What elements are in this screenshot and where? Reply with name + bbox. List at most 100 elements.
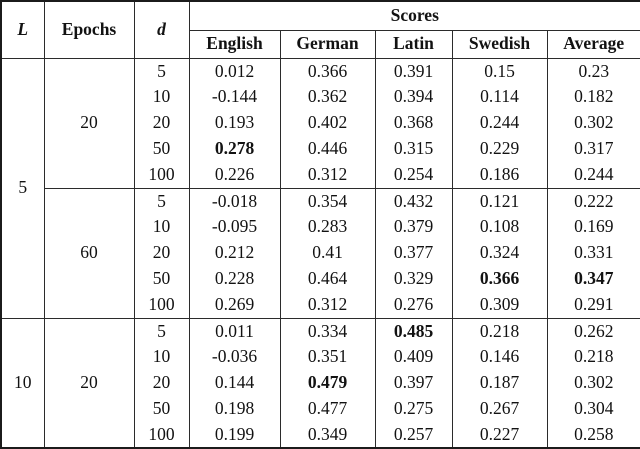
score-cell: 0.354	[279, 188, 375, 214]
d-cell: 5	[133, 188, 189, 214]
header-lang-latin: Latin	[374, 30, 452, 59]
l-cell: 10	[1, 318, 44, 449]
table-row: 20 0.144 0.479 0.397 0.187 0.302	[1, 370, 640, 396]
score-cell: 0.312	[279, 162, 375, 189]
table-row: 20 0.212 0.41 0.377 0.324 0.331	[1, 240, 640, 266]
score-cell: 0.334	[279, 318, 375, 344]
table-row: 50 0.228 0.464 0.329 0.366 0.347	[1, 266, 640, 292]
d-cell: 20	[133, 110, 189, 136]
score-cell: 0.121	[451, 188, 547, 214]
score-cell: 0.397	[374, 370, 452, 396]
d-cell: 10	[133, 344, 189, 370]
score-cell: 0.269	[188, 292, 280, 319]
table-row: 5 20 5 0.012 0.366 0.391 0.15 0.23	[1, 58, 640, 319]
score-cell: 0.262	[546, 318, 640, 344]
score-cell: 0.349	[279, 422, 375, 449]
score-cell: 0.317	[546, 136, 640, 162]
header-lang-english: English	[188, 30, 280, 59]
score-cell: 0.302	[546, 370, 640, 396]
header-lang-german: German	[279, 30, 375, 59]
score-cell: 0.432	[374, 188, 452, 214]
score-cell: 0.446	[279, 136, 375, 162]
score-cell: 0.244	[451, 110, 547, 136]
table-row: 10 20 5 0.011 0.334 0.485 0.218 0.262	[1, 318, 640, 449]
score-cell: 0.366	[451, 266, 547, 292]
d-cell: 10	[133, 214, 189, 240]
score-cell: 0.15	[451, 58, 547, 84]
d-cell: 5	[133, 318, 189, 344]
d-cell: 50	[133, 136, 189, 162]
score-cell: 0.226	[188, 162, 280, 189]
table-row: 10 -0.036 0.351 0.409 0.146 0.218	[1, 344, 640, 370]
d-cell: 50	[133, 396, 189, 422]
d-cell: 100	[133, 292, 189, 319]
score-cell: 0.267	[451, 396, 547, 422]
score-cell: -0.036	[188, 344, 280, 370]
score-cell: 0.258	[546, 422, 640, 449]
score-cell: -0.095	[188, 214, 280, 240]
header-scores: Scores	[188, 1, 640, 31]
d-cell: 100	[133, 422, 189, 449]
score-cell: 0.011	[188, 318, 280, 344]
score-cell: 0.477	[279, 396, 375, 422]
table-row: 10 -0.144 0.362 0.394 0.114 0.182	[1, 84, 640, 110]
epochs-cell: 20	[43, 318, 134, 449]
score-cell: 0.366	[279, 58, 375, 84]
table-row: 60 5 -0.018 0.354 0.432 0.121 0.222	[1, 188, 640, 319]
score-cell: 0.144	[188, 370, 280, 396]
score-cell: 0.347	[546, 266, 640, 292]
l-cell: 5	[1, 58, 44, 319]
score-cell: 0.218	[546, 344, 640, 370]
score-cell: -0.144	[188, 84, 280, 110]
table-row: 100 0.226 0.312 0.254 0.186 0.244	[1, 162, 640, 189]
score-cell: 0.275	[374, 396, 452, 422]
score-cell: 0.186	[451, 162, 547, 189]
score-cell: 0.146	[451, 344, 547, 370]
score-cell: 0.402	[279, 110, 375, 136]
d-cell: 5	[133, 58, 189, 84]
table-row: 20 0.193 0.402 0.368 0.244 0.302	[1, 110, 640, 136]
score-cell: 0.257	[374, 422, 452, 449]
score-cell: 0.409	[374, 344, 452, 370]
epochs-cell: 20	[43, 58, 134, 189]
score-cell: 0.312	[279, 292, 375, 319]
score-cell: 0.283	[279, 214, 375, 240]
score-cell: 0.394	[374, 84, 452, 110]
d-cell: 10	[133, 84, 189, 110]
score-cell: 0.212	[188, 240, 280, 266]
score-cell: 0.329	[374, 266, 452, 292]
score-cell: 0.254	[374, 162, 452, 189]
score-cell: 0.362	[279, 84, 375, 110]
score-cell: 0.41	[279, 240, 375, 266]
table-row: 50 0.198 0.477 0.275 0.267 0.304	[1, 396, 640, 422]
table-body: 5 20 5 0.012 0.366 0.391 0.15 0.23 10 -0.144 0.362…	[1, 58, 640, 449]
score-cell: 0.198	[188, 396, 280, 422]
score-cell: 0.304	[546, 396, 640, 422]
d-cell: 50	[133, 266, 189, 292]
score-cell: 0.114	[451, 84, 547, 110]
score-cell: 0.377	[374, 240, 452, 266]
score-cell: 0.276	[374, 292, 452, 319]
score-cell: 0.187	[451, 370, 547, 396]
score-cell: 0.368	[374, 110, 452, 136]
score-cell: 0.108	[451, 214, 547, 240]
score-cell: 0.309	[451, 292, 547, 319]
score-cell: 0.351	[279, 344, 375, 370]
header-epochs: Epochs	[43, 1, 134, 59]
score-cell: 0.182	[546, 84, 640, 110]
d-cell: 100	[133, 162, 189, 189]
score-cell: 0.228	[188, 266, 280, 292]
score-cell: 0.464	[279, 266, 375, 292]
score-cell: 0.193	[188, 110, 280, 136]
score-cell: 0.222	[546, 188, 640, 214]
header-lang-swedish: Swedish	[451, 30, 547, 59]
score-cell: 0.227	[451, 422, 547, 449]
d-cell: 20	[133, 240, 189, 266]
table-row: 10 -0.095 0.283 0.379 0.108 0.169	[1, 214, 640, 240]
score-cell: -0.018	[188, 188, 280, 214]
score-cell: 0.218	[451, 318, 547, 344]
score-cell: 0.244	[546, 162, 640, 189]
score-cell: 0.324	[451, 240, 547, 266]
